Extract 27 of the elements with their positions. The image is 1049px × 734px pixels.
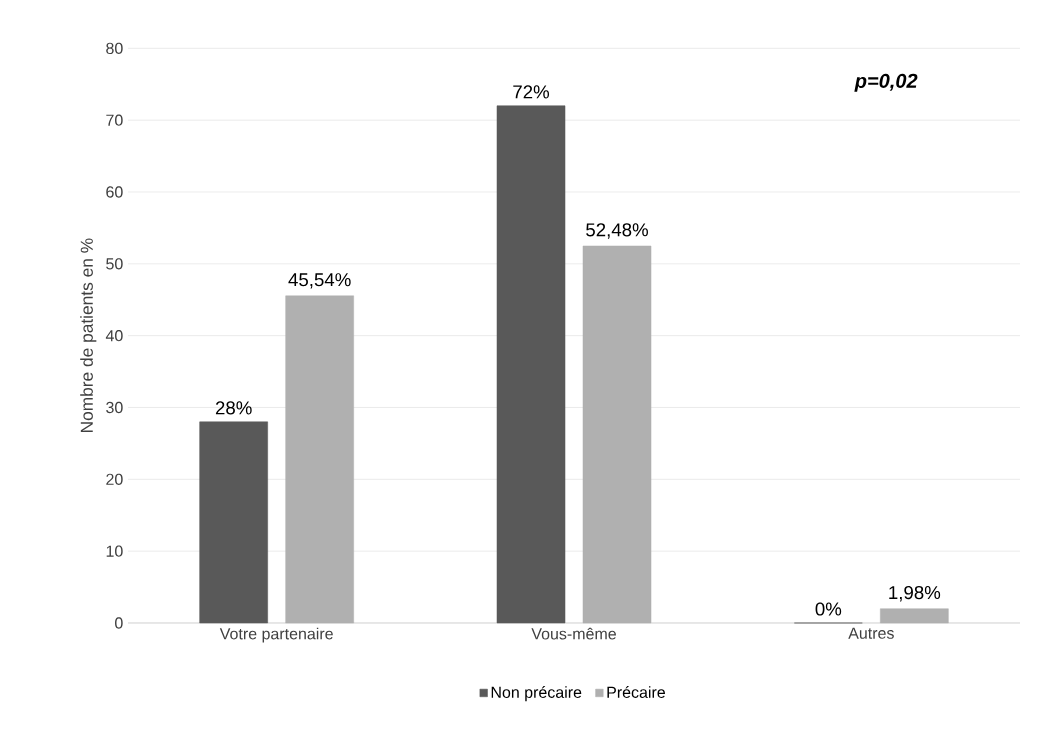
data-label: 28% [215,401,252,415]
y-tick-label: 80 [106,42,123,54]
data-label: 72% [513,85,550,99]
legend-label: Non précaire [491,686,582,702]
y-tick-label: 60 [106,186,123,198]
y-tick-label: 0 [115,617,123,629]
x-tick-label: Autres [848,627,894,639]
y-tick-label: 30 [106,401,123,414]
bar [199,421,268,624]
data-label: 52,48% [586,223,648,239]
data-label: 1,98% [889,585,941,602]
data-label: 45,54% [288,273,351,289]
bar [285,295,354,624]
y-tick-label: 20 [106,473,123,485]
x-tick-label: Vous-même [531,627,616,640]
y-tick-label: 50 [106,258,123,270]
y-tick-label: 70 [106,114,123,126]
y-tick-label: 10 [106,545,123,557]
bar [496,105,566,624]
y-axis-title: Nombre de patients en % [80,238,97,433]
annotation: p=0,02 [854,73,918,92]
y-tick-label: 40 [105,330,123,342]
data-label: 0% [815,602,842,616]
bar [880,608,949,624]
x-tick-label: Votre partenaire [219,627,333,643]
bar [582,245,652,624]
legend-label: Précaire [607,686,665,698]
